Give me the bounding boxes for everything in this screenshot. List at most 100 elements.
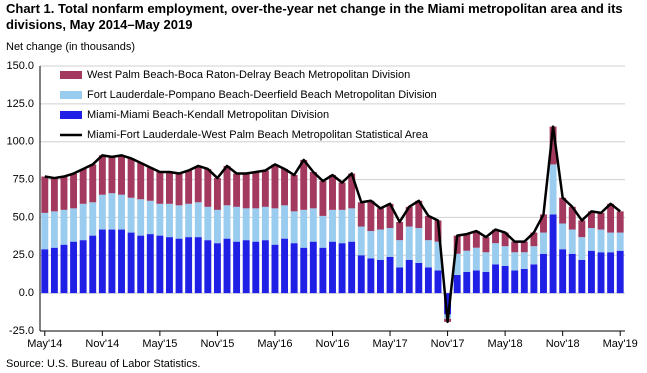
line-series <box>44 125 621 324</box>
x-tick-label: May'16 <box>257 338 292 350</box>
bar-segment <box>41 176 49 213</box>
bar-segment <box>319 247 327 294</box>
bar-segment <box>223 205 231 239</box>
bar-segment <box>405 259 413 294</box>
bar-segment <box>89 202 97 236</box>
bar-segment <box>300 247 308 294</box>
bar-segment <box>329 241 336 294</box>
bar-segment <box>396 240 404 268</box>
y-tick-label: -25.0 <box>9 325 34 337</box>
bar-segment <box>261 240 269 294</box>
bar-segment <box>463 271 471 294</box>
bar-segment <box>520 241 528 253</box>
bar-segment <box>568 206 576 230</box>
bar-segment <box>213 243 221 294</box>
bar-segment <box>559 197 567 224</box>
bar-segment <box>559 223 567 250</box>
bar-segment <box>501 265 509 294</box>
bar-segment <box>166 237 173 294</box>
bar-segment <box>261 170 269 207</box>
legend-swatch <box>60 111 82 119</box>
bar-segment <box>376 259 384 294</box>
bar-segment <box>118 229 125 294</box>
bar-segment <box>501 232 509 247</box>
bar-segment <box>146 234 154 294</box>
bar-segment <box>233 206 241 242</box>
bar-segment <box>252 241 260 294</box>
bar-segment <box>242 208 250 241</box>
bar-segment <box>271 164 279 209</box>
bar-segment <box>348 173 356 209</box>
bar-segment <box>597 212 605 230</box>
bar-segment <box>587 228 595 251</box>
bar-segment <box>194 202 202 238</box>
bar-segment <box>453 274 461 294</box>
bar-segment <box>89 164 97 203</box>
bar-segment <box>616 211 624 233</box>
bar-segment <box>578 237 586 260</box>
bar-segment <box>597 229 605 253</box>
legend-swatch <box>60 71 82 79</box>
bar-segment <box>549 164 557 215</box>
bar-segment <box>319 181 327 216</box>
legend-label: Fort Lauderdale-Pompano Beach-Deerfield … <box>87 89 437 101</box>
bar-segment <box>127 197 135 233</box>
bar-segment <box>405 206 413 227</box>
bar-segment <box>60 209 68 245</box>
bar-segment <box>98 155 106 195</box>
y-tick-label: 75.0 <box>13 173 34 185</box>
bar-segment <box>89 235 97 294</box>
x-tick-label: Nov'14 <box>85 338 119 350</box>
bar-segment <box>271 208 279 245</box>
bar-segment <box>607 252 615 294</box>
bar-segment <box>348 208 356 242</box>
bar-segment <box>281 238 289 294</box>
bar-segment <box>415 200 423 229</box>
bar-segment <box>329 209 336 242</box>
x-tick-label: Nov'16 <box>316 338 350 350</box>
y-tick-label: 0.0 <box>19 287 34 299</box>
bar-segment <box>501 246 509 266</box>
bar-segment <box>70 208 78 242</box>
bar-segment <box>41 249 49 294</box>
y-tick-label: 25.0 <box>13 249 34 261</box>
x-tick-label: Nov'18 <box>546 338 580 350</box>
bar-segment <box>300 159 308 210</box>
bar-segment <box>540 253 547 294</box>
bar-segment <box>185 237 193 294</box>
y-tick-label: 100.0 <box>6 136 34 148</box>
bar-segment <box>79 240 87 294</box>
x-tick-label: May'15 <box>142 338 177 350</box>
bar-segment <box>568 229 576 254</box>
bar-segment <box>156 203 164 236</box>
bar-segment <box>530 246 538 265</box>
bar-segment <box>185 203 193 238</box>
bar-segment <box>290 211 298 244</box>
bar-segment <box>233 173 241 207</box>
bar-segment <box>271 244 279 294</box>
y-tick-label: 125.0 <box>6 98 34 110</box>
x-tick-label: May'18 <box>488 338 523 350</box>
bar-segment <box>597 252 605 294</box>
x-tick-label: Nov'17 <box>431 338 465 350</box>
bar-segment <box>367 231 375 259</box>
chart-title: Chart 1. Total nonfarm employment, over-… <box>6 1 623 32</box>
bar-segment <box>252 208 260 242</box>
bar-segment <box>607 232 615 253</box>
bar-segment <box>386 203 394 229</box>
source-note: Source: U.S. Bureau of Labor Statistics. <box>6 358 200 370</box>
bar-segment <box>50 247 58 294</box>
bar-segment <box>156 172 164 204</box>
bar-segment <box>492 243 499 265</box>
bar-segment <box>376 208 384 230</box>
bar-segment <box>242 240 250 294</box>
bar-segment <box>137 235 145 294</box>
bar-segment <box>118 194 125 230</box>
bar-segment <box>434 270 442 294</box>
bar-segment <box>549 126 557 165</box>
bar-segment <box>482 252 490 272</box>
bar-segment <box>415 262 423 294</box>
y-axis-label: Net change (in thousands) <box>6 41 135 53</box>
bar-segment <box>146 167 154 201</box>
